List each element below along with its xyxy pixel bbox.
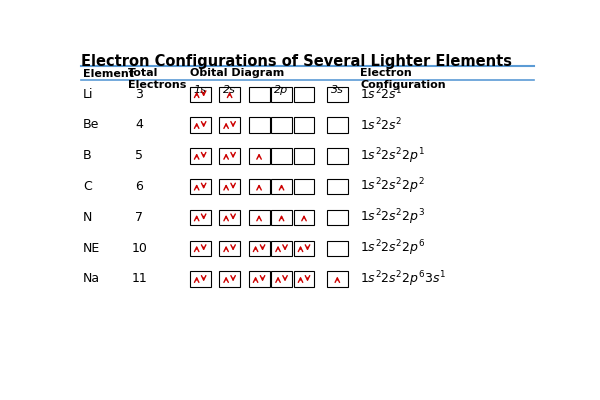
Bar xyxy=(190,271,211,287)
Bar xyxy=(271,240,292,256)
Bar xyxy=(248,86,269,102)
Bar xyxy=(219,271,240,287)
Bar xyxy=(248,240,269,256)
Bar xyxy=(293,210,314,225)
Bar xyxy=(327,86,348,102)
Bar xyxy=(327,271,348,287)
Bar xyxy=(219,86,240,102)
Bar xyxy=(293,86,314,102)
Bar xyxy=(248,179,269,194)
Text: 3: 3 xyxy=(136,88,143,101)
Text: Na: Na xyxy=(83,272,100,286)
Text: $\mathregular{1}s^{2}\mathregular{2}s^{2}$: $\mathregular{1}s^{2}\mathregular{2}s^{2… xyxy=(360,117,403,133)
Bar xyxy=(248,148,269,164)
Bar xyxy=(327,148,348,164)
Text: NE: NE xyxy=(83,242,100,255)
Text: B: B xyxy=(83,149,91,162)
Bar xyxy=(190,179,211,194)
Bar xyxy=(271,210,292,225)
Bar xyxy=(293,179,314,194)
Text: Electron
Configuration: Electron Configuration xyxy=(360,68,446,90)
Text: 3s: 3s xyxy=(331,85,344,95)
Bar xyxy=(219,117,240,133)
Text: $\mathregular{1}s^{2}\mathregular{2}s^{2}\mathregular{2}p^{3}$: $\mathregular{1}s^{2}\mathregular{2}s^{2… xyxy=(360,208,425,227)
Bar xyxy=(293,271,314,287)
Text: 2s: 2s xyxy=(223,85,236,95)
Bar xyxy=(271,271,292,287)
Text: Electron Configurations of Several Lighter Elements: Electron Configurations of Several Light… xyxy=(81,54,512,69)
Text: N: N xyxy=(83,211,92,224)
Bar xyxy=(219,210,240,225)
Bar xyxy=(248,210,269,225)
Bar xyxy=(271,117,292,133)
Bar xyxy=(271,148,292,164)
Bar xyxy=(293,148,314,164)
Text: 1s: 1s xyxy=(194,85,206,95)
Text: $\mathregular{1}s^{2}\mathregular{2}s^{2}\mathregular{2}p^{2}$: $\mathregular{1}s^{2}\mathregular{2}s^{2… xyxy=(360,177,425,196)
Text: 2p: 2p xyxy=(274,85,289,95)
Text: 7: 7 xyxy=(136,211,143,224)
Text: $\mathregular{1}s^{2}\mathregular{2}s^{2}\mathregular{2}p^{1}$: $\mathregular{1}s^{2}\mathregular{2}s^{2… xyxy=(360,146,425,166)
Text: 6: 6 xyxy=(136,180,143,193)
Text: $\mathregular{1}s^{2}\mathregular{2}s^{2}\mathregular{2}p^{6}$: $\mathregular{1}s^{2}\mathregular{2}s^{2… xyxy=(360,238,425,258)
Bar xyxy=(190,148,211,164)
Text: 10: 10 xyxy=(131,242,147,255)
Text: Be: Be xyxy=(83,118,99,132)
Bar xyxy=(190,240,211,256)
Bar xyxy=(327,179,348,194)
Bar xyxy=(327,117,348,133)
Text: 11: 11 xyxy=(131,272,147,286)
Bar xyxy=(271,86,292,102)
Bar xyxy=(219,148,240,164)
Text: Obital Diagram: Obital Diagram xyxy=(190,68,284,78)
Text: Total
Electrons: Total Electrons xyxy=(128,68,186,90)
Bar xyxy=(219,240,240,256)
Bar xyxy=(190,210,211,225)
Bar xyxy=(219,179,240,194)
Bar xyxy=(248,271,269,287)
Bar xyxy=(327,240,348,256)
Text: C: C xyxy=(83,180,91,193)
Text: $\mathregular{1}s^{2}\mathregular{2}s^{2}\mathregular{2}p^{6}\mathregular{3}s^{1: $\mathregular{1}s^{2}\mathregular{2}s^{2… xyxy=(360,269,446,289)
Text: 5: 5 xyxy=(136,149,143,162)
Text: Li: Li xyxy=(83,88,93,101)
Bar xyxy=(271,179,292,194)
Bar xyxy=(190,86,211,102)
Text: 4: 4 xyxy=(136,118,143,132)
Bar xyxy=(248,117,269,133)
Bar xyxy=(327,210,348,225)
Bar xyxy=(293,117,314,133)
Text: $\mathregular{1}s^{2}\mathregular{2}s^{1}$: $\mathregular{1}s^{2}\mathregular{2}s^{1… xyxy=(360,86,403,102)
Bar xyxy=(293,240,314,256)
Text: Element: Element xyxy=(83,69,134,79)
Bar xyxy=(190,117,211,133)
